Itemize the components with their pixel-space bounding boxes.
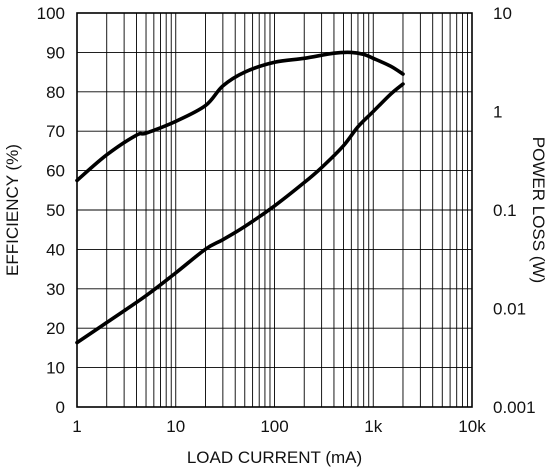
y2-tick-label: 0.01	[493, 300, 526, 319]
y-tick-label: 70	[46, 122, 65, 141]
x-axis-label: LOAD CURRENT (mA)	[187, 448, 362, 467]
y2-tick-labels: 0.001 0.01 0.1 1 10	[493, 4, 536, 417]
series-layer	[75, 50, 405, 345]
power-loss-curve	[75, 82, 405, 345]
x-tick-label: 10	[166, 417, 185, 436]
y-axis-label: EFFICIENCY (%)	[3, 144, 22, 276]
y-tick-label: 90	[46, 43, 65, 62]
y-tick-label: 0	[56, 398, 65, 417]
y-tick-label: 10	[46, 359, 65, 378]
y-tick-label: 100	[37, 4, 65, 23]
x-tick-label: 10k	[458, 417, 486, 436]
grid	[77, 13, 472, 407]
y-tick-label: 40	[46, 240, 65, 259]
y-tick-label: 60	[46, 162, 65, 181]
y2-tick-label: 1	[493, 103, 502, 122]
y-tick-label: 20	[46, 319, 65, 338]
x-tick-label: 100	[260, 417, 288, 436]
x-tick-labels: 1 10 100 1k 10k	[72, 417, 486, 436]
y2-tick-label: 0.1	[493, 201, 517, 220]
plot-frame	[76, 12, 473, 408]
efficiency-curve	[75, 50, 405, 183]
y-tick-label: 30	[46, 280, 65, 299]
y-tick-label: 50	[46, 201, 65, 220]
y2-tick-label: 10	[493, 4, 512, 23]
y2-axis-label: POWER LOSS (W)	[529, 137, 548, 283]
y-tick-label: 80	[46, 83, 65, 102]
x-tick-label: 1	[72, 417, 81, 436]
y2-tick-label: 0.001	[493, 398, 536, 417]
x-tick-label: 1k	[364, 417, 382, 436]
y-tick-labels: 0 10 20 30 40 50 60 70 80 90 100	[37, 4, 65, 417]
